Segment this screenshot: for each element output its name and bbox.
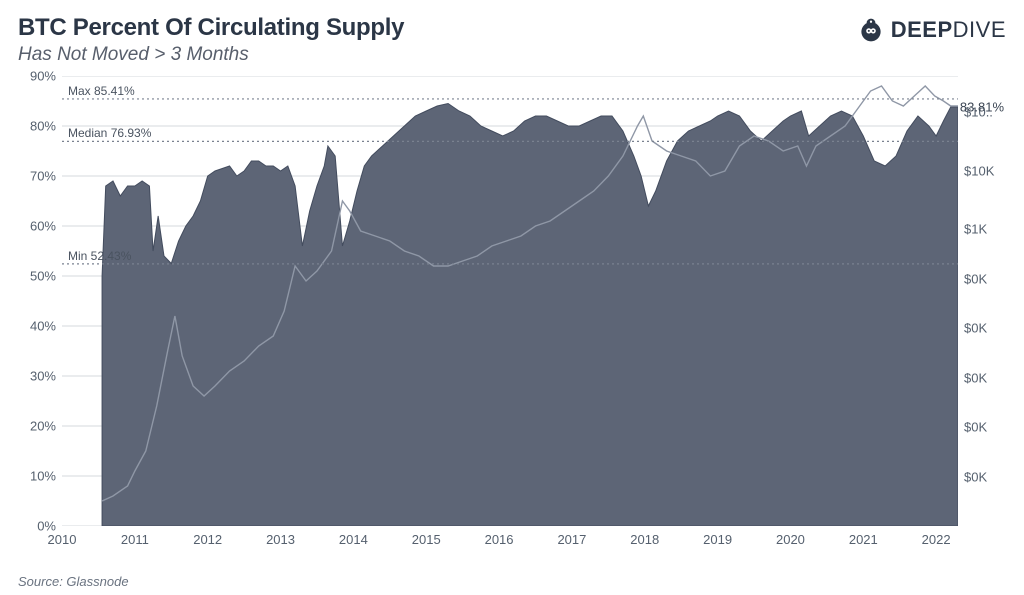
y-tick-right: $0K <box>964 469 987 484</box>
y-tick-left: 70% <box>30 169 56 184</box>
x-tick: 2014 <box>339 532 368 547</box>
deepdive-icon <box>857 16 885 44</box>
x-tick: 2012 <box>193 532 222 547</box>
x-tick: 2011 <box>121 532 149 547</box>
chart-title: BTC Percent Of Circulating Supply <box>18 14 404 42</box>
x-tick: 2017 <box>557 532 586 547</box>
x-tick: 2018 <box>630 532 659 547</box>
x-tick: 2019 <box>703 532 732 547</box>
x-tick: 2010 <box>48 532 77 547</box>
y-tick-right: $0K <box>964 321 987 336</box>
brand-logo: DEEPDIVE <box>857 16 1006 44</box>
x-tick: 2016 <box>485 532 514 547</box>
x-tick: 2015 <box>412 532 441 547</box>
brand-text: DEEPDIVE <box>891 17 1006 43</box>
plot-region: Max 85.41%Median 76.93%Min 52.43% 83.81% <box>62 76 958 526</box>
x-tick: 2013 <box>266 532 295 547</box>
y-tick-left: 20% <box>30 419 56 434</box>
y-tick-right: $10K <box>964 163 994 178</box>
y-tick-left: 40% <box>30 319 56 334</box>
y-tick-left: 30% <box>30 369 56 384</box>
chart-header: BTC Percent Of Circulating Supply Has No… <box>18 14 1006 66</box>
y-tick-left: 50% <box>30 269 56 284</box>
y-axis-left: 0%10%20%30%40%50%60%70%80%90% <box>18 76 62 526</box>
plot-svg <box>62 76 958 526</box>
x-axis: 2010201120122013201420152016201720182019… <box>62 526 958 554</box>
reference-line-label: Median 76.93% <box>66 126 153 140</box>
latest-value-callout: 83.81% <box>960 99 1004 114</box>
chart-subtitle: Has Not Moved > 3 Months <box>18 44 404 66</box>
y-tick-left: 90% <box>30 69 56 84</box>
y-tick-left: 80% <box>30 119 56 134</box>
reference-line-label: Min 52.43% <box>66 249 133 263</box>
y-tick-right: $1K <box>964 222 987 237</box>
reference-line-label: Max 85.41% <box>66 84 137 98</box>
chart-area: 0%10%20%30%40%50%60%70%80%90% $10..$10K$… <box>18 76 1006 554</box>
y-tick-right: $0K <box>964 370 987 385</box>
y-axis-right: $10..$10K$1K$0K$0K$0K$0K$0K <box>958 76 1006 526</box>
y-tick-right: $0K <box>964 271 987 286</box>
y-tick-left: 60% <box>30 219 56 234</box>
x-tick: 2020 <box>776 532 805 547</box>
y-tick-right: $0K <box>964 420 987 435</box>
source-attribution: Source: Glassnode <box>18 574 129 589</box>
y-tick-left: 10% <box>30 469 56 484</box>
x-tick: 2022 <box>922 532 951 547</box>
x-tick: 2021 <box>849 532 878 547</box>
